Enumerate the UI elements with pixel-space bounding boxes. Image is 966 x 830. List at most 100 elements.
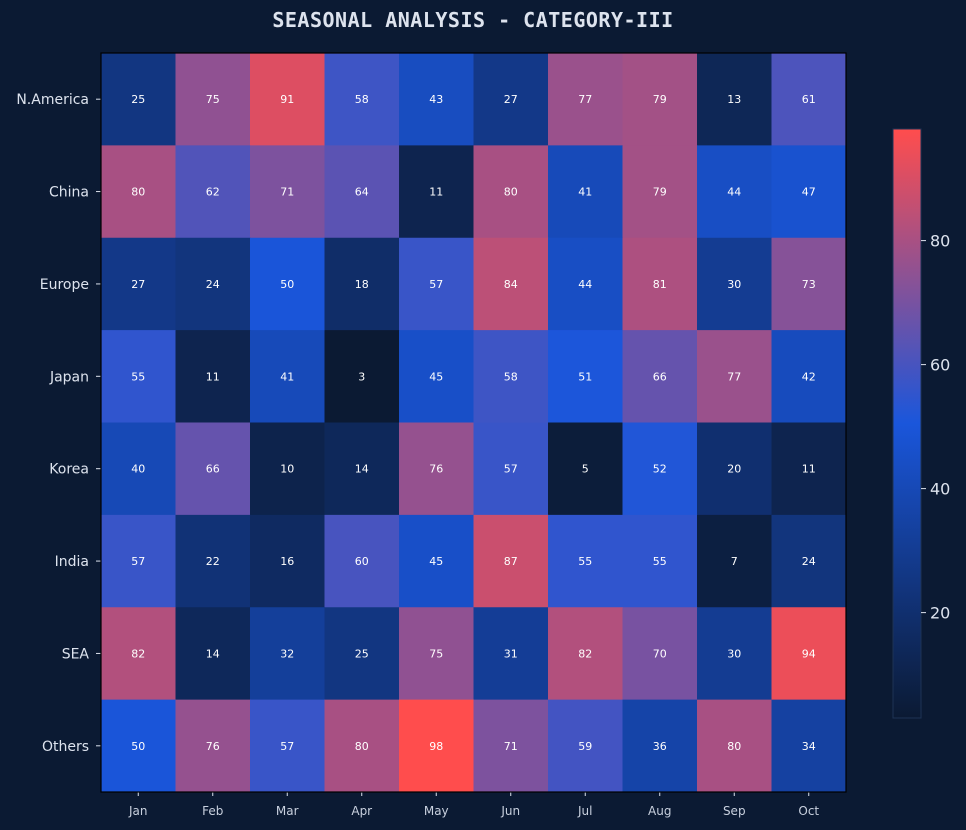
x-tick-label: Sep bbox=[723, 804, 746, 818]
heatmap-cell bbox=[697, 699, 772, 793]
x-tick-label: Aug bbox=[648, 804, 671, 818]
heatmap-cell bbox=[399, 422, 474, 516]
cell-value-label: 73 bbox=[802, 278, 816, 291]
cell-value-label: 94 bbox=[802, 647, 816, 660]
x-tick-label: Feb bbox=[202, 804, 223, 818]
heatmap-cell bbox=[399, 145, 474, 239]
heatmap-cell bbox=[697, 607, 772, 701]
heatmap-cell bbox=[399, 699, 474, 793]
cell-value-label: 11 bbox=[802, 463, 816, 476]
heatmap-cell bbox=[399, 53, 474, 146]
cell-value-label: 3 bbox=[358, 370, 365, 383]
heatmap-cell bbox=[324, 699, 400, 793]
heatmap-cell bbox=[473, 145, 549, 239]
y-tick-label: Others bbox=[42, 739, 89, 755]
y-tick-label: N.America bbox=[16, 92, 89, 108]
heatmap-cell bbox=[399, 237, 474, 331]
heatmap-cell bbox=[473, 237, 549, 331]
cell-value-label: 84 bbox=[504, 278, 518, 291]
cell-value-label: 45 bbox=[429, 555, 443, 568]
cell-value-label: 71 bbox=[504, 740, 518, 753]
cell-value-label: 40 bbox=[131, 463, 145, 476]
cell-value-label: 13 bbox=[727, 93, 741, 106]
cell-value-label: 34 bbox=[802, 740, 816, 753]
colorbar-tick-label: 40 bbox=[930, 480, 950, 499]
x-tick-label: Mar bbox=[276, 804, 299, 818]
colorbar-tick-label: 80 bbox=[930, 232, 950, 251]
cell-value-label: 80 bbox=[504, 186, 518, 199]
cell-value-label: 80 bbox=[727, 740, 741, 753]
heatmap-cell bbox=[250, 607, 325, 701]
heatmap-cell bbox=[622, 237, 698, 331]
heatmap-cell bbox=[622, 422, 698, 516]
cell-value-label: 16 bbox=[280, 555, 294, 568]
heatmap-cell bbox=[175, 237, 251, 331]
cell-value-label: 98 bbox=[429, 740, 443, 753]
y-tick-label: China bbox=[49, 185, 89, 201]
cell-value-label: 27 bbox=[131, 278, 145, 291]
heatmap-cell bbox=[548, 514, 623, 608]
cell-value-label: 22 bbox=[206, 555, 220, 568]
cell-value-label: 50 bbox=[131, 740, 145, 753]
heatmap-cell bbox=[324, 422, 400, 516]
heatmap-cell bbox=[324, 330, 400, 423]
heatmap-cell bbox=[399, 607, 474, 701]
heatmap-cell bbox=[548, 422, 623, 516]
heatmap-cell bbox=[101, 237, 176, 331]
x-axis-ticks: Jan Feb Mar Apr May Jun Jul Aug Sep Oct bbox=[128, 792, 819, 818]
heatmap-cell bbox=[324, 514, 400, 608]
cell-value-label: 50 bbox=[280, 278, 294, 291]
heatmap-cell bbox=[399, 330, 474, 423]
cell-value-label: 20 bbox=[727, 463, 741, 476]
heatmap-cell bbox=[250, 422, 325, 516]
cell-value-label: 58 bbox=[355, 93, 369, 106]
cell-value-label: 75 bbox=[429, 647, 443, 660]
x-tick-label: Jul bbox=[577, 804, 592, 818]
cell-value-label: 79 bbox=[653, 186, 667, 199]
cell-value-label: 82 bbox=[131, 647, 145, 660]
heatmap-cell bbox=[473, 514, 549, 608]
cell-value-label: 45 bbox=[429, 370, 443, 383]
cell-value-label: 58 bbox=[504, 370, 518, 383]
heatmap-cell bbox=[101, 607, 176, 701]
heatmap-cell bbox=[473, 330, 549, 423]
heatmap-cell bbox=[175, 330, 251, 423]
heatmap-cell bbox=[548, 145, 623, 239]
heatmap-cell bbox=[697, 53, 772, 146]
heatmap-cell bbox=[473, 53, 549, 146]
heatmap-cell bbox=[324, 607, 400, 701]
cell-value-label: 43 bbox=[429, 93, 443, 106]
heatmap-cell bbox=[101, 514, 176, 608]
heatmap-cell bbox=[473, 699, 549, 793]
cell-value-label: 44 bbox=[727, 186, 741, 199]
cell-value-label: 66 bbox=[206, 463, 220, 476]
heatmap-cell bbox=[399, 514, 474, 608]
y-tick-label: SEA bbox=[62, 646, 90, 662]
heatmap-cell bbox=[622, 514, 698, 608]
cell-value-label: 7 bbox=[731, 555, 738, 568]
heatmap-cell bbox=[473, 422, 549, 516]
cell-value-label: 82 bbox=[578, 647, 592, 660]
heatmap-cell bbox=[697, 422, 772, 516]
heatmap-cell bbox=[101, 145, 176, 239]
heatmap-cell bbox=[250, 699, 325, 793]
heatmap-cell bbox=[101, 422, 176, 516]
heatmap-cell bbox=[771, 514, 847, 608]
heatmap-cell bbox=[548, 607, 623, 701]
cell-value-label: 71 bbox=[280, 186, 294, 199]
cell-value-label: 70 bbox=[653, 647, 667, 660]
cell-value-label: 14 bbox=[206, 647, 220, 660]
plot-frame bbox=[100, 52, 847, 793]
cell-value-label: 61 bbox=[802, 93, 816, 106]
y-tick-label: India bbox=[55, 554, 89, 570]
colorbar-tick-label: 60 bbox=[930, 356, 950, 375]
heatmap-cell bbox=[250, 514, 325, 608]
heatmap-cell bbox=[250, 330, 325, 423]
cell-value-label: 91 bbox=[280, 93, 294, 106]
heatmap-cell bbox=[250, 237, 325, 331]
heatmap-cell bbox=[697, 514, 772, 608]
cell-value-label: 57 bbox=[504, 463, 518, 476]
